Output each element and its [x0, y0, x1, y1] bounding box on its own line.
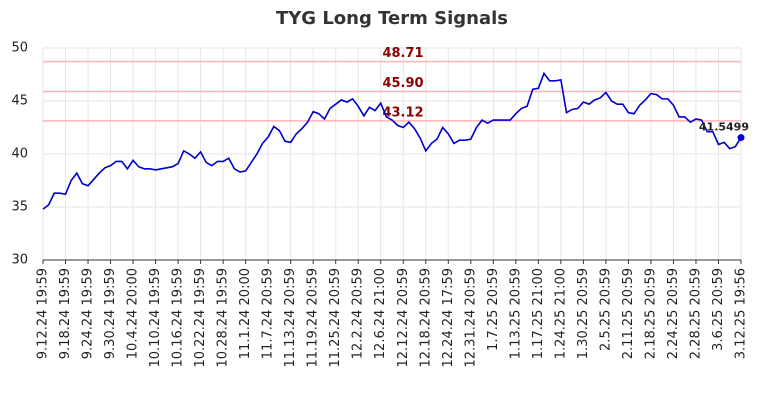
x-tick-label: 1.17.25 21:00 — [531, 268, 546, 359]
x-tick-label: 10.4.24 20:00 — [126, 268, 141, 359]
x-tick-label: 10.28.24 19:59 — [216, 268, 231, 368]
x-tick-label: 12.31.24 20:59 — [463, 268, 478, 368]
x-tick-label: 1.24.25 21:00 — [553, 268, 568, 359]
x-tick-label: 11.19.24 20:59 — [306, 268, 321, 368]
last-value-label: 41.5499 — [699, 121, 749, 134]
x-tick-label: 2.11.25 20:59 — [621, 268, 636, 359]
x-tick-label: 2.5.25 20:59 — [598, 268, 613, 351]
x-tick-label: 1.30.25 20:59 — [576, 268, 591, 359]
x-tick-label: 11.7.24 20:59 — [261, 268, 276, 359]
x-tick-label: 12.2.24 20:59 — [351, 268, 366, 359]
x-tick-label: 9.30.24 19:59 — [103, 268, 118, 359]
x-tick-label: 3.6.25 20:59 — [711, 268, 726, 351]
x-tick-label: 1.13.25 20:59 — [508, 268, 523, 359]
x-tick-label: 12.6.24 21:00 — [373, 268, 388, 359]
reference-label: 48.71 — [382, 46, 423, 61]
x-tick-label: 10.22.24 19:59 — [193, 268, 208, 368]
last-point — [737, 134, 745, 142]
x-tick-label: 9.12.24 19:59 — [36, 268, 51, 359]
y-tick-label: 45 — [11, 94, 28, 109]
x-tick-label: 2.18.25 20:59 — [643, 268, 658, 359]
x-tick-label: 2.24.25 20:59 — [666, 268, 681, 359]
x-tick-label: 12.18.24 20:59 — [418, 268, 433, 368]
y-tick-label: 40 — [11, 147, 28, 162]
y-tick-label: 35 — [11, 200, 28, 215]
y-tick-label: 30 — [11, 253, 28, 268]
x-tick-label: 3.12.25 19:56 — [734, 268, 749, 359]
x-tick-label: 10.10.24 19:59 — [148, 268, 163, 368]
reference-label: 45.90 — [382, 76, 423, 91]
x-tick-label: 12.12.24 20:59 — [396, 268, 411, 368]
x-tick-label: 10.16.24 19:59 — [171, 268, 186, 368]
x-tick-label: 9.18.24 19:59 — [58, 268, 73, 359]
x-tick-label: 12.24.24 17:59 — [441, 268, 456, 368]
x-tick-label: 11.1.24 20:00 — [238, 268, 253, 359]
reference-label: 43.12 — [382, 105, 423, 120]
line-series — [42, 71, 742, 210]
chart-title: TYG Long Term Signals — [276, 8, 508, 29]
x-tick-label: 11.13.24 20:59 — [283, 268, 298, 368]
x-tick-label: 11.25.24 20:59 — [328, 268, 343, 368]
x-tick-label: 2.28.25 20:59 — [688, 268, 703, 359]
x-tick-label: 9.24.24 19:59 — [81, 268, 96, 359]
x-tick-label: 1.7.25 20:59 — [486, 268, 501, 351]
y-tick-label: 50 — [11, 41, 28, 56]
